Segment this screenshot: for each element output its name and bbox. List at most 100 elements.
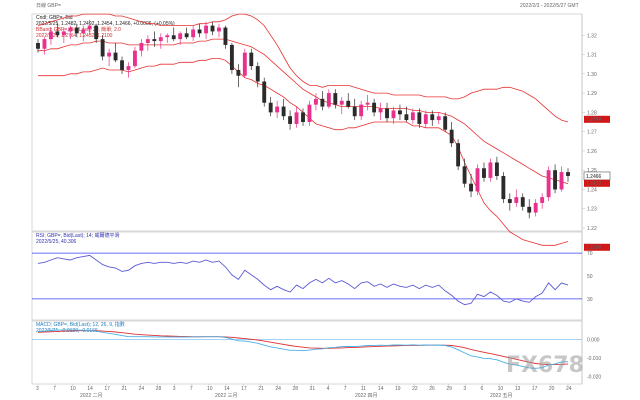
x-tick-label: 24 — [275, 386, 281, 392]
candle-bull — [326, 93, 331, 107]
x-tick-label: 22 — [412, 386, 418, 392]
candle-bull — [61, 31, 66, 36]
candle-bull — [294, 112, 299, 124]
candle-bear — [320, 98, 325, 107]
candle-bull — [339, 100, 344, 105]
x-tick-label: 28 — [156, 386, 162, 392]
rsi-series — [32, 252, 582, 306]
candle-bear — [333, 93, 338, 105]
candle-bear — [443, 116, 448, 130]
candle-bull — [107, 52, 112, 57]
price-axis-labels: 1.2466 1.2764 1.2432 1.2100 — [583, 115, 611, 251]
price-tick-label: 1.25 — [587, 168, 597, 174]
rsi-line — [37, 254, 569, 306]
x-tick-label: 20 — [549, 386, 555, 392]
candle-bear — [456, 143, 461, 167]
rsi-axis-ticks: 70 50 30 — [587, 251, 593, 303]
x-axis: 3 7 10 14 17 21 24 28 3 7 10 14 17 21 24 28 31 4 7 11 14 19 22… — [36, 384, 572, 399]
candle-bear — [482, 168, 486, 178]
x-tick-label: 28 — [292, 386, 298, 392]
candle-bull — [546, 170, 551, 198]
header-top-left: 日線 GBP= — [36, 2, 61, 9]
macd-series — [32, 329, 582, 369]
price-title-line-1: Cndl; GBP=, Bid — [36, 15, 73, 21]
candle-bear — [74, 27, 79, 34]
candle-bear — [288, 116, 293, 124]
candle-bull — [378, 108, 383, 113]
x-tick-label: 7 — [53, 386, 56, 392]
x-tick-label: 14 — [378, 386, 384, 392]
x-tick-label: 3 — [173, 386, 176, 392]
candle-bull — [158, 37, 163, 42]
x-tick-label: 24 — [139, 386, 145, 392]
candle-bear — [94, 25, 99, 40]
bollinger-middle-line — [38, 38, 569, 185]
price-axis-ticks: 1.32 1.31 1.30 1.29 1.28 1.27 1.26 1.25 1.24 1.23… — [582, 33, 597, 232]
candle-bear — [520, 197, 525, 207]
candle-bear — [100, 39, 105, 57]
band-price-label: 1.2764 — [586, 117, 602, 123]
price-title-line-4: 2022/5/25, 1.2764, 1.2432, 1.2100 — [36, 33, 113, 39]
price-tick-label: 1.30 — [587, 72, 597, 78]
x-tick-label: 7 — [344, 386, 347, 392]
x-month-label: 2022 五月 — [490, 393, 513, 399]
candle-bear — [255, 66, 260, 82]
x-tick-label: 26 — [429, 386, 435, 392]
candle-bear — [553, 170, 558, 190]
candle-bear — [352, 106, 357, 117]
candle-bear — [398, 110, 402, 115]
candle-bull — [410, 112, 415, 121]
bollinger-lower-line — [38, 58, 569, 246]
x-tick-label: 4 — [327, 386, 330, 392]
candle-bear — [36, 42, 40, 49]
watermark-logo: FX678 — [506, 353, 584, 378]
candle-bull — [391, 110, 396, 119]
band-price-box — [584, 179, 610, 187]
band-price-label: 1.2432 — [586, 181, 602, 187]
candle-bear — [55, 31, 60, 36]
x-tick-label: 6 — [481, 386, 484, 392]
candle-bull — [42, 39, 47, 49]
candle-bull — [540, 197, 545, 203]
band-price-box — [584, 115, 610, 123]
x-tick-label: 14 — [87, 386, 93, 392]
rsi-title-line-2: 2022/5/25, 40.306 — [36, 239, 77, 245]
price-tick-label: 1.27 — [587, 130, 597, 136]
candle-bear — [469, 183, 473, 192]
candle-bear — [566, 172, 570, 176]
candlestick-series — [36, 19, 570, 219]
x-month-label: 2022 四月 — [355, 393, 378, 399]
bollinger-bands — [37, 13, 569, 246]
macd-panel-frame — [31, 320, 583, 385]
x-tick-label: 31 — [310, 386, 316, 392]
rsi-tick-label: 50 — [587, 274, 593, 280]
candle-bull — [68, 27, 73, 32]
candle-bull — [133, 50, 137, 67]
x-month-label: 2022 三月 — [215, 393, 238, 399]
macd-axis-ticks: 0.000 -0.010 -0.020 — [587, 338, 601, 381]
price-tick-label: 1.24 — [587, 187, 597, 193]
candle-bull — [423, 114, 428, 124]
candle-bull — [514, 197, 519, 203]
x-tick-label: 19 — [395, 386, 401, 392]
candle-bull — [242, 52, 247, 76]
candle-bear — [171, 35, 176, 40]
candle-bear — [152, 39, 157, 42]
candle-bear — [404, 114, 409, 121]
macd-signal-line — [37, 330, 569, 366]
candle-bull — [488, 162, 493, 178]
macd-title-line-1: MACD; GBP=, Bid(Last); 12, 26, 9, 指數 — [36, 321, 125, 328]
candle-bear — [462, 166, 467, 184]
macd-line — [37, 329, 569, 369]
candle-bull — [217, 27, 221, 32]
candle-bull — [365, 102, 370, 105]
bollinger-upper-line — [37, 13, 569, 123]
candle-bull — [87, 25, 92, 30]
x-tick-label: 7 — [190, 386, 193, 392]
macd-tick-label: 0.000 — [587, 338, 600, 344]
candle-bear — [229, 44, 234, 70]
candle-bear — [223, 27, 228, 45]
candle-bear — [184, 33, 189, 38]
